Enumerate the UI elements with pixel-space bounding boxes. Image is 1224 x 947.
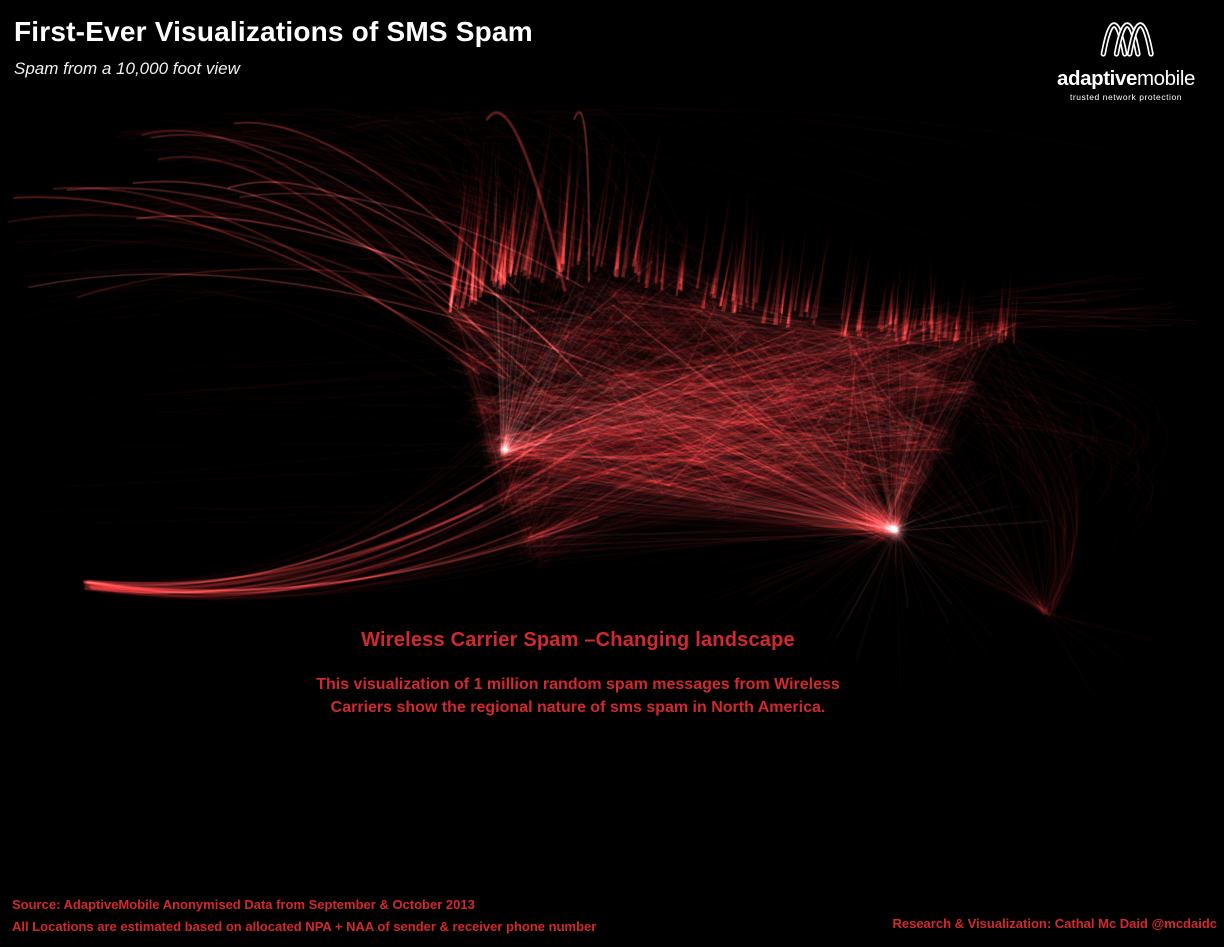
source-line-1: Source: AdaptiveMobile Anonymised Data f… <box>12 897 475 912</box>
page-title: First-Ever Visualizations of SMS Spam <box>14 16 533 47</box>
logo-tagline: trusted network protection <box>1069 92 1183 102</box>
wordmark-mobile: mobile <box>1136 67 1195 90</box>
wordmark-adaptive: adaptive <box>1057 67 1137 90</box>
caption-title: Wireless Carrier Spam –Changing landscap… <box>361 629 795 651</box>
adaptivemobile-mark-icon <box>1100 22 1154 57</box>
caption-block: Wireless Carrier Spam –Changing landscap… <box>288 629 868 719</box>
caption-line-2: Carriers show the regional nature of sms… <box>330 699 826 716</box>
source-line-2: All Locations are estimated based on all… <box>12 918 597 934</box>
source-note: Source: AdaptiveMobile Anonymised Data f… <box>12 894 596 937</box>
adaptivemobile-wordmark: adaptivemobile <box>1044 68 1208 90</box>
header: First-Ever Visualizations of SMS Spam Sp… <box>14 16 533 79</box>
page-subtitle: Spam from a 10,000 foot view <box>14 59 240 78</box>
research-credit: Research & Visualization: Cathal Mc Daid… <box>892 916 1217 931</box>
caption-line-1: This visualization of 1 million random s… <box>316 676 840 693</box>
caption-body: This visualization of 1 million random s… <box>288 673 868 719</box>
adaptivemobile-logo: adaptivemobile trusted network protectio… <box>1044 10 1208 102</box>
